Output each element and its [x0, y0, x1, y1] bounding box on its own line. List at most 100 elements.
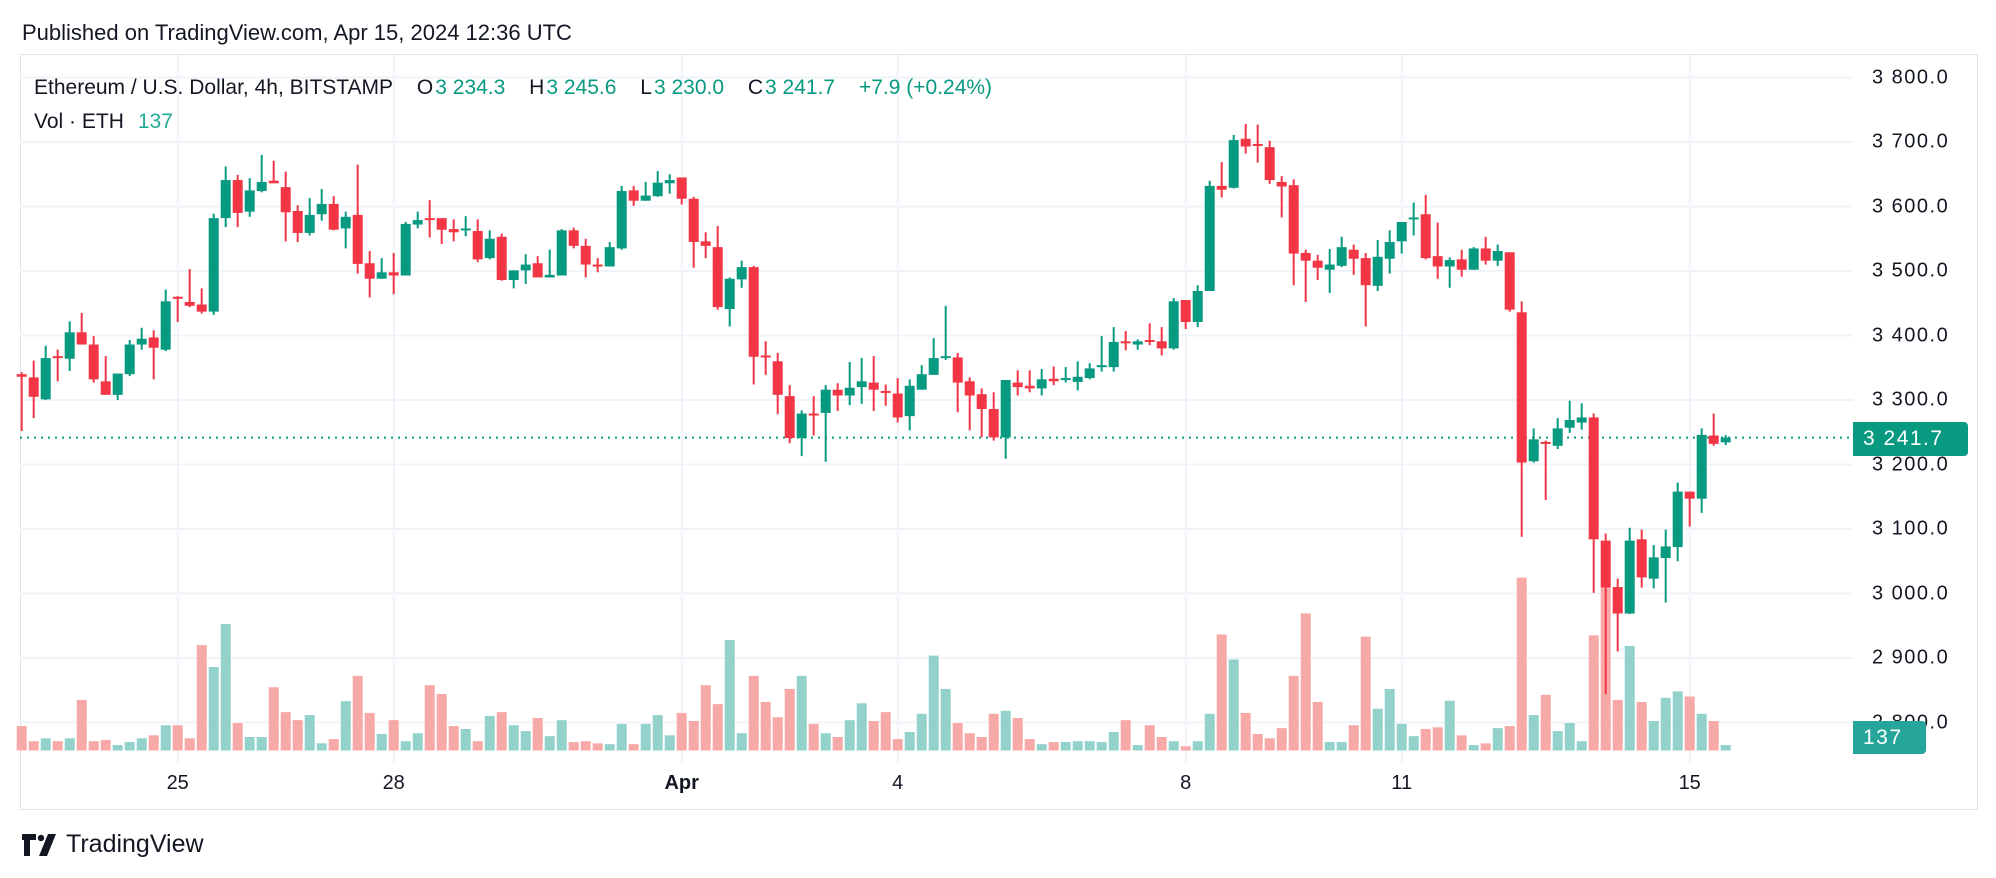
candle[interactable] — [1132, 339, 1143, 350]
candle[interactable] — [1216, 161, 1227, 198]
candle[interactable] — [448, 219, 459, 242]
candle[interactable] — [280, 171, 291, 242]
candle[interactable] — [76, 312, 87, 345]
candle[interactable] — [472, 219, 483, 262]
candle[interactable] — [232, 174, 243, 228]
candle[interactable] — [1120, 330, 1131, 351]
candle[interactable] — [1720, 435, 1731, 446]
candle[interactable] — [304, 198, 315, 236]
candle[interactable] — [1564, 400, 1575, 433]
candle[interactable] — [1372, 240, 1383, 291]
candle[interactable] — [568, 227, 579, 249]
candle[interactable] — [1240, 123, 1251, 154]
candle[interactable] — [136, 327, 147, 350]
candle[interactable] — [364, 251, 375, 298]
candle[interactable] — [1660, 529, 1671, 603]
candle[interactable] — [652, 171, 663, 197]
candle[interactable] — [1672, 482, 1683, 562]
candle[interactable] — [1708, 413, 1719, 446]
candle[interactable] — [928, 338, 939, 375]
candle[interactable] — [40, 345, 51, 400]
candle[interactable] — [1228, 134, 1239, 189]
candle[interactable] — [1276, 176, 1287, 218]
candle[interactable] — [16, 372, 27, 431]
candle[interactable] — [1516, 301, 1527, 537]
candle[interactable] — [664, 174, 675, 194]
candle[interactable] — [556, 229, 567, 276]
candle[interactable] — [1324, 249, 1335, 293]
candle[interactable] — [868, 356, 879, 411]
candle[interactable] — [208, 213, 219, 315]
candle[interactable] — [544, 249, 555, 278]
candle[interactable] — [1024, 370, 1035, 393]
candle[interactable] — [904, 379, 915, 431]
candle[interactable] — [1420, 194, 1431, 260]
candle[interactable] — [388, 252, 399, 295]
candle[interactable] — [1456, 249, 1467, 277]
candle[interactable] — [1612, 578, 1623, 652]
candle[interactable] — [640, 181, 651, 201]
candle[interactable] — [604, 241, 615, 267]
candle[interactable] — [1048, 366, 1059, 386]
candle[interactable] — [580, 238, 591, 278]
candle[interactable] — [436, 218, 447, 244]
candle[interactable] — [916, 365, 927, 390]
candle[interactable] — [1408, 202, 1419, 236]
candle[interactable] — [1492, 244, 1503, 266]
candle[interactable] — [1000, 380, 1011, 459]
candle[interactable] — [100, 356, 111, 395]
candle[interactable] — [520, 254, 531, 284]
candle[interactable] — [400, 221, 411, 276]
candle[interactable] — [424, 200, 435, 238]
candle[interactable] — [1552, 418, 1563, 450]
candle[interactable] — [412, 211, 423, 229]
candle[interactable] — [484, 230, 495, 260]
candle[interactable] — [1312, 254, 1323, 281]
candle[interactable] — [1336, 236, 1347, 268]
candle[interactable] — [1144, 323, 1155, 346]
candle[interactable] — [460, 216, 471, 237]
candle[interactable] — [1600, 533, 1611, 695]
candle[interactable] — [328, 196, 339, 231]
candle[interactable] — [808, 396, 819, 436]
candle[interactable] — [832, 383, 843, 411]
candle[interactable] — [1108, 327, 1119, 372]
candle[interactable] — [1300, 249, 1311, 302]
candle[interactable] — [964, 377, 975, 431]
candle[interactable] — [1192, 285, 1203, 328]
candle[interactable] — [724, 277, 735, 327]
candle[interactable] — [28, 360, 39, 419]
candle[interactable] — [148, 330, 159, 380]
candle[interactable] — [160, 289, 171, 351]
candle[interactable] — [256, 154, 267, 193]
candle[interactable] — [1288, 179, 1299, 286]
candle[interactable] — [952, 352, 963, 413]
candle[interactable] — [628, 185, 639, 206]
candle[interactable] — [196, 288, 207, 314]
candle[interactable] — [1504, 252, 1515, 312]
candle[interactable] — [880, 384, 891, 406]
candle[interactable] — [1444, 257, 1455, 288]
candle[interactable] — [1264, 140, 1275, 184]
candle[interactable] — [892, 378, 903, 423]
candle[interactable] — [496, 233, 507, 281]
candle[interactable] — [592, 258, 603, 273]
candle[interactable] — [1084, 363, 1095, 380]
candle[interactable] — [1528, 428, 1539, 463]
candle[interactable] — [1468, 247, 1479, 270]
candle[interactable] — [1588, 413, 1599, 593]
candle[interactable] — [1648, 545, 1659, 589]
candle[interactable] — [1348, 244, 1359, 275]
candle[interactable] — [988, 392, 999, 441]
candle[interactable] — [844, 361, 855, 406]
candle[interactable] — [736, 260, 747, 288]
candle[interactable] — [700, 232, 711, 259]
candle[interactable] — [1684, 491, 1695, 527]
candle[interactable] — [1180, 300, 1191, 330]
candle[interactable] — [1072, 361, 1083, 391]
candle[interactable] — [1540, 440, 1551, 500]
candle[interactable] — [748, 265, 759, 385]
candle[interactable] — [340, 211, 351, 249]
candle[interactable] — [1168, 298, 1179, 350]
